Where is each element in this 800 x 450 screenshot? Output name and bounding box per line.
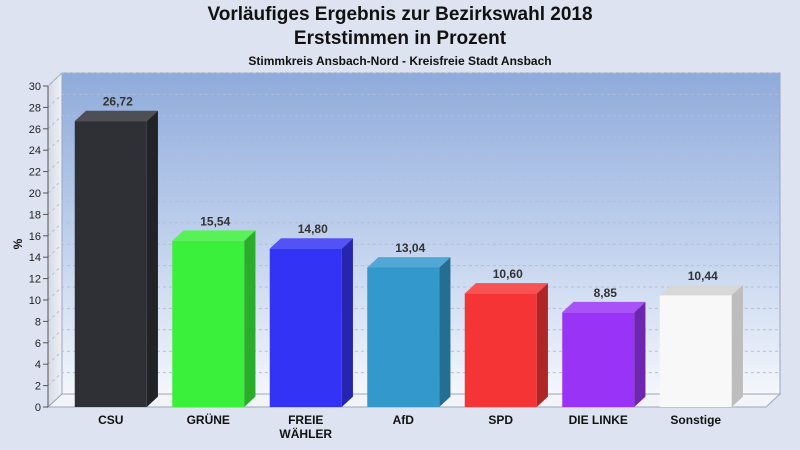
data-label: 13,04 <box>395 241 425 255</box>
x-tick-label: FREIE WÄHLER <box>279 413 332 441</box>
bar-side <box>341 238 353 407</box>
grid-line <box>47 136 780 151</box>
bar-side <box>439 257 451 407</box>
grid-line <box>47 372 780 386</box>
bar-top <box>74 110 158 122</box>
x-tick-label: CSU <box>98 413 123 427</box>
chart-title-line2: Erststimmen in Prozent <box>293 28 507 49</box>
bar <box>464 283 548 407</box>
bar-front <box>464 293 537 407</box>
bar-side <box>731 284 743 407</box>
y-tick-label: 18 <box>29 209 41 221</box>
data-label: 10,60 <box>493 267 523 281</box>
x-tick-label: Sonstige <box>670 413 721 427</box>
data-label: 8,85 <box>594 286 618 300</box>
y-tick-label: 26 <box>29 124 41 136</box>
y-tick-label: 6 <box>35 338 41 350</box>
plot-side-wall <box>47 71 63 409</box>
grid-line <box>47 265 780 279</box>
data-label: 26,72 <box>103 95 133 109</box>
bar <box>74 110 158 408</box>
bar-front <box>74 121 147 407</box>
data-label: 10,44 <box>688 269 718 283</box>
x-tick-label: GRÜNE <box>187 412 230 427</box>
y-tick-label: 0 <box>35 402 41 414</box>
y-tick-label: 14 <box>29 252 41 264</box>
bar-front <box>172 240 245 407</box>
bar-front <box>562 312 635 407</box>
y-tick-label: 2 <box>35 381 41 393</box>
bar <box>367 257 451 407</box>
y-tick-label: 22 <box>29 167 41 179</box>
y-tick-label: 24 <box>29 145 41 157</box>
grid-line <box>47 222 780 237</box>
grid-line <box>47 72 780 87</box>
data-label: 15,54 <box>200 214 230 228</box>
bar-top <box>269 238 353 249</box>
y-tick-label: 20 <box>29 188 41 200</box>
chart-subtitle: Stimmkreis Ansbach-Nord - Kreisfreie Sta… <box>248 54 552 68</box>
y-tick-label: 12 <box>29 274 41 286</box>
grid-line <box>47 286 780 301</box>
bar-top <box>659 284 743 296</box>
bar-side <box>146 110 158 408</box>
bar-front <box>659 295 732 407</box>
grid-line <box>47 179 780 194</box>
grid-line <box>47 93 780 108</box>
grid-line <box>47 115 780 130</box>
y-tick-label: 8 <box>35 316 41 328</box>
y-tick-label: 4 <box>35 359 41 371</box>
bar-top <box>367 257 451 268</box>
y-tick-label: 16 <box>29 231 41 243</box>
data-label: 14,80 <box>298 222 328 236</box>
bar <box>172 230 256 407</box>
x-tick-label: SPD <box>488 413 513 427</box>
grid-line <box>47 329 780 344</box>
bar <box>659 284 743 407</box>
bar-top <box>562 301 646 313</box>
bar-top <box>464 283 548 294</box>
bar <box>269 238 353 407</box>
bar <box>562 301 646 407</box>
y-axis-title: % <box>11 238 25 249</box>
bar-side <box>634 301 646 407</box>
chart-title: Vorläufiges Ergebnis zur Bezirkswahl 201… <box>207 4 593 25</box>
grid-line <box>47 350 780 365</box>
bar-side <box>244 230 256 407</box>
bar-side <box>536 283 548 407</box>
x-tick-label: DIE LINKE <box>569 413 628 427</box>
grid-line <box>47 158 780 172</box>
y-tick-label: 30 <box>29 81 41 93</box>
x-tick-label: AfD <box>393 413 415 427</box>
bar-front <box>367 267 440 407</box>
bar-front <box>269 248 342 407</box>
y-tick-label: 10 <box>29 295 41 307</box>
y-tick-label: 28 <box>29 102 41 114</box>
grid-line <box>47 307 780 322</box>
grid-line <box>47 243 780 258</box>
bar-top <box>172 230 256 241</box>
grid-line <box>47 200 780 215</box>
